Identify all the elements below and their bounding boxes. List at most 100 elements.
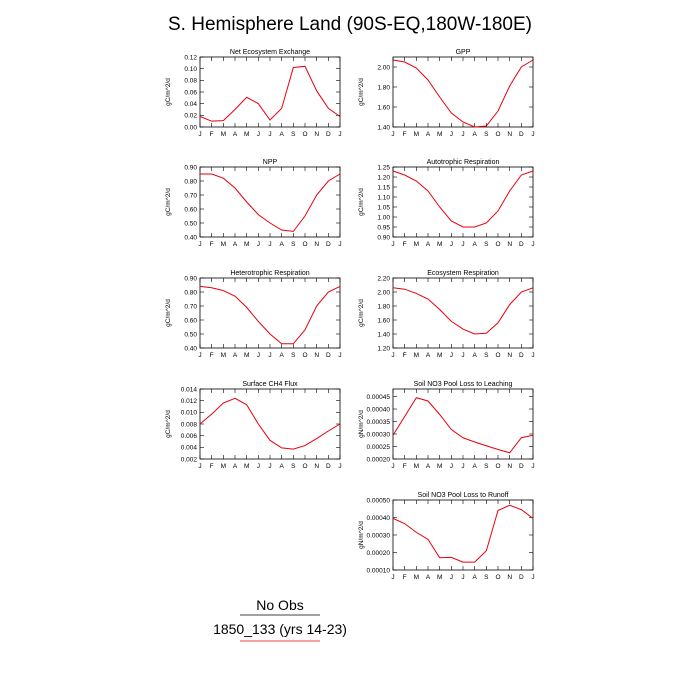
panel-title-soil-no3-pool-loss-to-leaching: Soil NO3 Pool Loss to Leaching — [414, 381, 513, 388]
y-tick-label-heterotrophic-respiration-1: 0.50 — [184, 331, 197, 338]
y-tick-label-gpp-3: 2.00 — [377, 64, 390, 71]
y-tick-label-surface-ch4-flux-4: 0.010 — [181, 410, 198, 417]
x-tick-label-soil-no3-pool-loss-to-leaching-2: M — [414, 463, 419, 470]
x-tick-label-surface-ch4-flux-12: J — [338, 463, 341, 470]
x-tick-label-soil-no3-pool-loss-to-runoff-4: M — [437, 574, 442, 581]
y-tick-label-net-ecosystem-exchange-0: 0.00 — [184, 124, 197, 131]
y-axis-label-surface-ch4-flux: gC/m^2/d — [165, 410, 172, 438]
y-tick-label-soil-no3-pool-loss-to-leaching-3: 0.00035 — [367, 419, 391, 426]
x-tick-label-surface-ch4-flux-2: M — [221, 463, 226, 470]
y-tick-label-net-ecosystem-exchange-4: 0.08 — [184, 78, 197, 85]
y-tick-label-surface-ch4-flux-6: 0.014 — [181, 386, 198, 393]
y-tick-label-soil-no3-pool-loss-to-runoff-4: 0.00050 — [367, 497, 391, 504]
x-tick-label-gpp-9: O — [495, 131, 500, 138]
x-tick-label-ecosystem-respiration-4: M — [437, 352, 442, 359]
x-tick-label-heterotrophic-respiration-10: N — [314, 352, 319, 359]
x-tick-label-soil-no3-pool-loss-to-leaching-12: J — [531, 463, 534, 470]
plot-frame-surface-ch4-flux — [199, 388, 341, 460]
plot-frame-soil-no3-pool-loss-to-leaching — [392, 388, 534, 460]
x-tick-label-soil-no3-pool-loss-to-leaching-5: J — [450, 463, 453, 470]
x-tick-label-autotrophic-respiration-3: A — [426, 241, 431, 248]
x-tick-label-npp-3: A — [233, 241, 238, 248]
plot-frame-gpp — [392, 56, 534, 128]
series-line-ecosystem-respiration-0 — [392, 287, 534, 335]
x-tick-label-ecosystem-respiration-5: J — [450, 352, 453, 359]
y-axis-label-ecosystem-respiration: gC/m^2/d — [358, 299, 365, 327]
x-tick-label-surface-ch4-flux-10: N — [314, 463, 319, 470]
x-tick-label-net-ecosystem-exchange-5: J — [257, 131, 260, 138]
x-tick-label-soil-no3-pool-loss-to-runoff-6: J — [461, 574, 464, 581]
x-tick-label-gpp-2: M — [414, 131, 419, 138]
x-tick-label-ecosystem-respiration-2: M — [414, 352, 419, 359]
x-tick-label-surface-ch4-flux-3: A — [233, 463, 238, 470]
y-tick-label-surface-ch4-flux-0: 0.002 — [181, 456, 198, 463]
panel-title-gpp: GPP — [456, 49, 471, 56]
y-tick-label-ecosystem-respiration-4: 2.00 — [377, 289, 390, 296]
plot-frame-ecosystem-respiration — [392, 277, 534, 349]
x-tick-label-autotrophic-respiration-12: J — [531, 241, 534, 248]
y-axis-label-soil-no3-pool-loss-to-runoff: gN/m^2/d — [358, 521, 365, 549]
x-tick-label-soil-no3-pool-loss-to-runoff-2: M — [414, 574, 419, 581]
x-tick-label-autotrophic-respiration-2: M — [414, 241, 419, 248]
x-tick-label-soil-no3-pool-loss-to-leaching-9: O — [495, 463, 500, 470]
x-tick-label-ecosystem-respiration-10: N — [507, 352, 512, 359]
x-tick-label-ecosystem-respiration-9: O — [495, 352, 500, 359]
x-tick-label-net-ecosystem-exchange-3: A — [233, 131, 238, 138]
y-tick-label-ecosystem-respiration-1: 1.40 — [377, 331, 390, 338]
x-tick-label-soil-no3-pool-loss-to-runoff-11: D — [519, 574, 524, 581]
x-tick-label-soil-no3-pool-loss-to-leaching-3: A — [426, 463, 431, 470]
y-tick-label-heterotrophic-respiration-3: 0.70 — [184, 303, 197, 310]
y-tick-label-npp-0: 0.40 — [184, 234, 197, 241]
x-tick-label-gpp-6: J — [461, 131, 464, 138]
y-tick-label-soil-no3-pool-loss-to-runoff-1: 0.00020 — [367, 550, 391, 557]
y-tick-label-gpp-1: 1.60 — [377, 104, 390, 111]
x-tick-label-ecosystem-respiration-6: J — [461, 352, 464, 359]
y-tick-label-ecosystem-respiration-2: 1.60 — [377, 317, 390, 324]
y-tick-label-autotrophic-respiration-2: 1.00 — [377, 214, 390, 221]
series-line-soil-no3-pool-loss-to-runoff-0 — [392, 504, 534, 563]
x-tick-label-soil-no3-pool-loss-to-runoff-10: N — [507, 574, 512, 581]
x-tick-label-npp-0: J — [198, 241, 201, 248]
y-axis-label-soil-no3-pool-loss-to-leaching: gN/m^2/d — [358, 410, 365, 438]
panel-title-heterotrophic-respiration: Heterotrophic Respiration — [230, 270, 309, 277]
x-tick-label-gpp-0: J — [391, 131, 394, 138]
y-tick-label-net-ecosystem-exchange-1: 0.02 — [184, 113, 197, 120]
y-tick-label-soil-no3-pool-loss-to-leaching-1: 0.00025 — [367, 444, 391, 451]
x-tick-label-heterotrophic-respiration-9: O — [302, 352, 307, 359]
y-tick-label-soil-no3-pool-loss-to-leaching-5: 0.00045 — [367, 394, 391, 401]
plot-frame-heterotrophic-respiration — [199, 277, 341, 349]
y-tick-label-heterotrophic-respiration-4: 0.80 — [184, 289, 197, 296]
x-tick-label-gpp-1: F — [403, 131, 407, 138]
x-tick-label-surface-ch4-flux-0: J — [198, 463, 201, 470]
x-tick-label-npp-9: O — [302, 241, 307, 248]
x-tick-label-soil-no3-pool-loss-to-leaching-4: M — [437, 463, 442, 470]
x-tick-label-heterotrophic-respiration-2: M — [221, 352, 226, 359]
y-tick-label-autotrophic-respiration-7: 1.25 — [377, 164, 390, 171]
x-tick-label-net-ecosystem-exchange-10: N — [314, 131, 319, 138]
x-tick-label-autotrophic-respiration-5: J — [450, 241, 453, 248]
x-tick-label-soil-no3-pool-loss-to-runoff-8: S — [484, 574, 489, 581]
x-tick-label-autotrophic-respiration-0: J — [391, 241, 394, 248]
y-tick-label-soil-no3-pool-loss-to-runoff-3: 0.00040 — [367, 515, 391, 522]
legend-model-label: 1850_133 (yrs 14-23) — [213, 621, 347, 637]
y-tick-label-soil-no3-pool-loss-to-leaching-0: 0.00020 — [367, 456, 391, 463]
x-tick-label-ecosystem-respiration-3: A — [426, 352, 431, 359]
x-tick-label-gpp-5: J — [450, 131, 453, 138]
x-tick-label-gpp-3: A — [426, 131, 431, 138]
x-tick-label-surface-ch4-flux-6: J — [268, 463, 271, 470]
x-tick-label-ecosystem-respiration-7: A — [472, 352, 477, 359]
series-line-surface-ch4-flux-0 — [199, 397, 341, 450]
y-axis-label-npp: gC/m^2/d — [165, 188, 172, 216]
x-tick-label-npp-5: J — [257, 241, 260, 248]
x-tick-label-net-ecosystem-exchange-1: F — [210, 131, 214, 138]
x-tick-label-autotrophic-respiration-1: F — [403, 241, 407, 248]
x-tick-label-soil-no3-pool-loss-to-leaching-7: A — [472, 463, 477, 470]
x-tick-label-ecosystem-respiration-0: J — [391, 352, 394, 359]
x-tick-label-heterotrophic-respiration-12: J — [338, 352, 341, 359]
y-tick-label-autotrophic-respiration-5: 1.15 — [377, 184, 390, 191]
x-tick-label-ecosystem-respiration-12: J — [531, 352, 534, 359]
